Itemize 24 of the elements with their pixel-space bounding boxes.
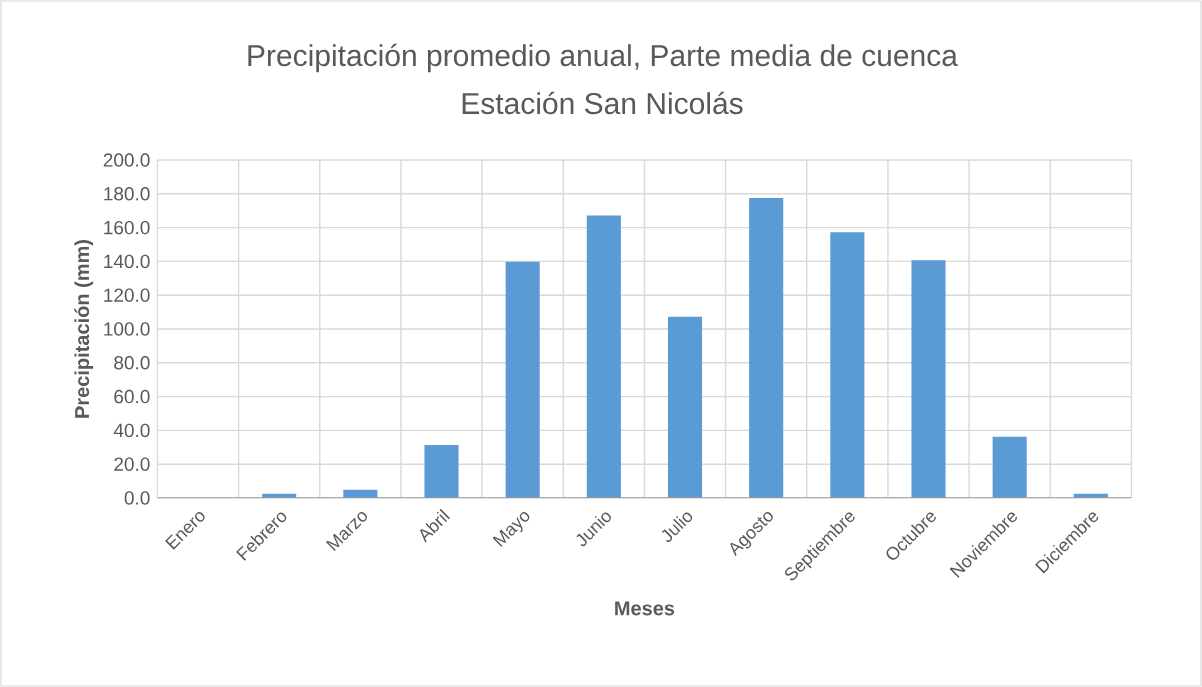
y-tick-label: 20.0 (114, 457, 150, 471)
y-tick-label: 60.0 (114, 389, 150, 404)
bar (505, 261, 540, 498)
chart-title: Precipitación promedio anual, Parte media de cuenca (248, 43, 958, 73)
y-tick-label: 160.0 (104, 220, 150, 235)
bar (749, 198, 784, 498)
y-tick-label: 100.0 (104, 322, 150, 336)
y-tick-label: 40.0 (113, 423, 150, 438)
y-axis-title: Precipitación (mm) (74, 239, 94, 418)
bar (911, 260, 946, 498)
x-axis-title: Meses (615, 601, 675, 616)
bar (830, 232, 865, 498)
x-tick-label: Julio (661, 512, 693, 542)
y-tick-label: 120.0 (104, 288, 150, 302)
bar (992, 436, 1027, 498)
y-tick-label: 140.0 (104, 254, 150, 269)
y-tick-label: 200.0 (103, 153, 150, 167)
y-tick-label: 80.0 (114, 356, 150, 370)
bar (667, 316, 703, 498)
y-tick-label: 0.0 (124, 491, 150, 505)
y-tick-label: 180.0 (104, 187, 150, 201)
bar (424, 444, 459, 498)
bar (586, 215, 621, 498)
chart-subtitle: Estación San Nicolás (462, 91, 743, 115)
